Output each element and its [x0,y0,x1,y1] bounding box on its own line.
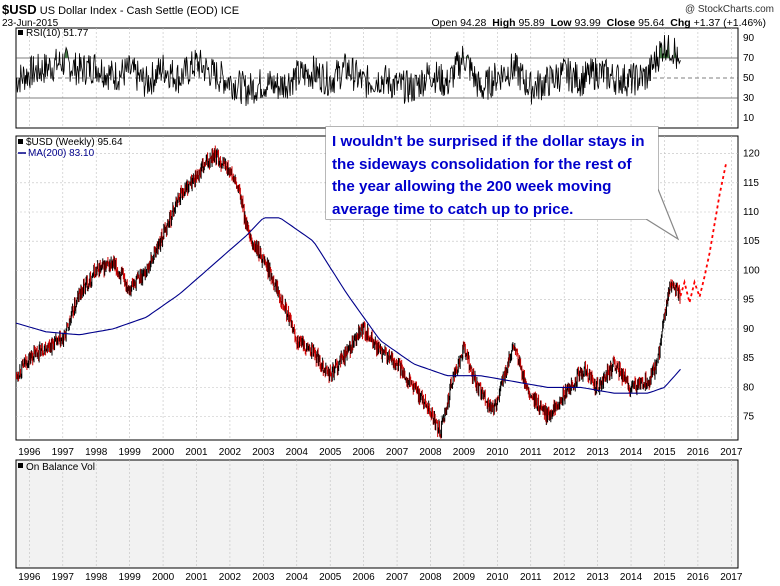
close-label: Close [606,17,636,29]
x-tick-label: 2006 [353,447,376,458]
price-tick-label: 100 [743,265,760,276]
price-legend-swatch [18,139,23,144]
x-tick-label: 1999 [119,447,142,458]
x-tick-label: 2013 [586,447,609,458]
obv-legend: On Balance Vol [26,462,95,473]
obv-x-tick-label: 2001 [185,572,208,583]
symbol-description: US Dollar Index - Cash Settle (EOD) ICE [39,5,240,17]
high-label: High [492,17,516,29]
chart-title: $USD US Dollar Index - Cash Settle (EOD)… [2,2,239,17]
price-tick-label: 120 [743,149,760,160]
projection-line [679,162,728,303]
symbol: $USD [2,2,37,17]
obv-legend-swatch [18,463,23,468]
obv-x-tick-label: 2017 [720,572,743,583]
high-value: 95.89 [518,17,545,29]
obv-x-tick-label: 2016 [687,572,710,583]
rsi-tick-label: 50 [743,73,755,84]
rsi-tick-label: 10 [743,113,755,124]
low-label: Low [550,17,572,29]
obv-x-tick-label: 1996 [18,572,41,583]
price-legend: $USD (Weekly) 95.64 [26,137,123,148]
obv-x-tick-label: 2010 [486,572,509,583]
obv-x-tick-label: 2003 [252,572,275,583]
stockcharts-logo: @ StockCharts.com [684,4,774,15]
x-tick-label: 2010 [486,447,509,458]
x-tick-label: 2000 [152,447,175,458]
obv-x-tick-label: 2012 [553,572,576,583]
x-tick-label: 2017 [720,447,743,458]
obv-x-tick-label: 2009 [453,572,476,583]
obv-pane [15,459,739,569]
obv-x-tick-label: 2004 [286,572,309,583]
chart-date: 23-Jun-2015 [2,18,59,29]
x-tick-label: 2009 [453,447,476,458]
price-tick-label: 85 [743,353,755,364]
annotation-callout: I wouldn't be surprised if the dollar st… [326,127,658,219]
obv-x-tick-label: 2011 [520,572,542,583]
obv-x-tick-label: 2014 [620,572,643,583]
price-tick-label: 75 [743,412,755,423]
x-tick-label: 2008 [419,447,442,458]
open-value: 94.28 [460,17,487,29]
close-value: 95.64 [638,17,665,29]
ohlc-readout: Open 94.28 High 95.89 Low 93.99 Close 95… [431,17,766,29]
x-tick-label: 2002 [219,447,242,458]
x-tick-label: 2015 [653,447,676,458]
x-tick-label: 2001 [185,447,208,458]
obv-x-tick-label: 2002 [219,572,242,583]
x-tick-label: 1997 [52,447,75,458]
rsi-tick-label: 90 [743,33,755,44]
rsi-tick-label: 30 [743,93,755,104]
price-tick-label: 95 [743,295,755,306]
rsi-tick-label: 70 [743,53,755,64]
price-tick-label: 110 [743,207,759,218]
obv-x-tick-label: 1999 [119,572,142,583]
ma200-line [15,217,681,394]
x-tick-label: 2003 [252,447,275,458]
rsi-line [15,34,681,107]
obv-x-tick-label: 2015 [653,572,676,583]
obv-x-tick-label: 2006 [353,572,376,583]
obv-x-tick-label: 2008 [419,572,442,583]
obv-x-tick-label: 2000 [152,572,175,583]
rsi-legend-swatch [18,30,23,35]
x-tick-label: 1996 [18,447,41,458]
x-tick-label: 2007 [386,447,409,458]
x-tick-label: 2005 [319,447,342,458]
price-tick-label: 115 [743,178,759,189]
x-tick-label: 2004 [286,447,309,458]
low-value: 93.99 [574,17,601,29]
obv-x-tick-label: 1997 [52,572,75,583]
rsi-legend: RSI(10) 51.77 [26,28,89,39]
x-tick-label: 2011 [520,447,542,458]
x-tick-label: 2014 [620,447,643,458]
obv-x-tick-label: 2013 [586,572,609,583]
x-tick-label: 1998 [85,447,108,458]
x-tick-label: 2012 [553,447,576,458]
open-label: Open [431,17,458,29]
ma-legend: MA(200) 83.10 [28,148,95,159]
obv-x-tick-label: 2007 [386,572,409,583]
price-tick-label: 105 [743,236,760,247]
x-tick-label: 2016 [687,447,710,458]
obv-x-tick-label: 1998 [85,572,108,583]
chg-label: Chg [670,17,691,29]
price-tick-label: 90 [743,324,755,335]
obv-x-tick-label: 2005 [319,572,342,583]
price-tick-label: 80 [743,382,755,393]
chg-value: +1.37 (+1.46%) [693,17,766,29]
